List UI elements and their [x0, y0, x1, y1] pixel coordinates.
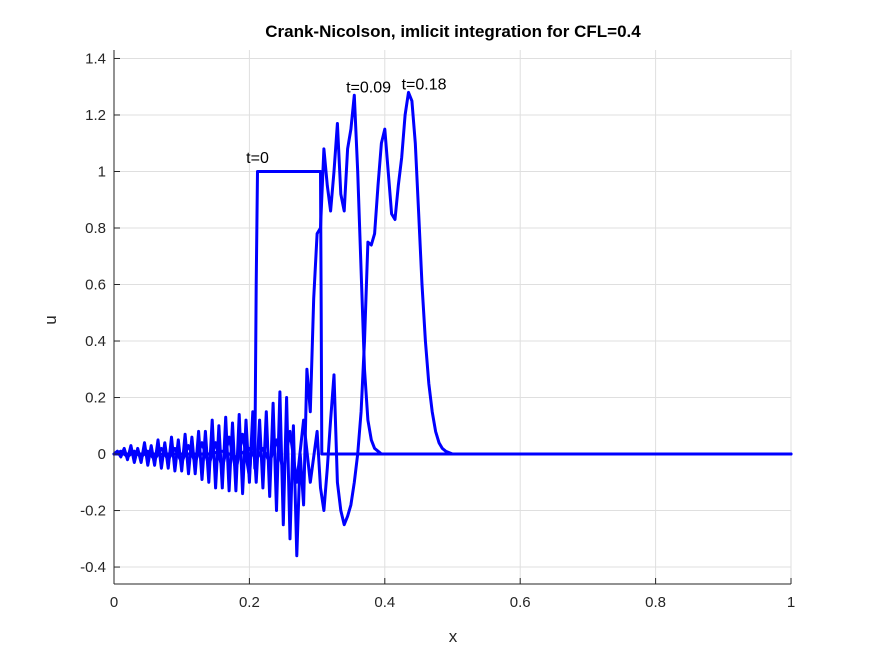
y-tick-label: 1.2: [85, 107, 106, 124]
annotation-label: t=0.09: [346, 79, 391, 96]
annotations: t=0 t=0.09 t=0.18: [246, 77, 446, 167]
series-group: [112, 90, 793, 558]
x-tick-label: 0.8: [645, 594, 666, 611]
x-tick-label: 0: [110, 594, 118, 611]
grid: [113, 50, 792, 584]
chart-title: Crank-Nicolson, imlicit integration for …: [265, 22, 641, 41]
y-tick-label: -0.2: [80, 503, 106, 520]
y-tick-label: -0.4: [80, 559, 106, 576]
y-tick-label: 0.6: [85, 277, 106, 294]
x-ticks: 0 0.2 0.4 0.6 0.8 1: [110, 578, 795, 611]
y-tick-label: 1.4: [85, 50, 106, 67]
annotation-label: t=0.18: [402, 77, 447, 94]
x-tick-label: 0.4: [374, 594, 395, 611]
x-tick-label: 1: [787, 594, 795, 611]
annotation-label: t=0: [246, 150, 269, 167]
x-tick-label: 0.2: [239, 594, 260, 611]
axes: [113, 50, 791, 585]
y-tick-label: 0.2: [85, 390, 106, 407]
x-axis-label: x: [449, 627, 458, 646]
y-tick-label: 0.4: [85, 333, 106, 350]
x-tick-label: 0.6: [510, 594, 531, 611]
series-line-2: [112, 90, 793, 527]
y-ticks: -0.4 -0.2 0 0.2 0.4 0.6 0.8 1 1.2 1.4: [80, 50, 120, 576]
y-tick-label: 0: [98, 446, 106, 463]
y-axis-label: u: [41, 315, 60, 324]
y-tick-label: 0.8: [85, 220, 106, 237]
y-tick-label: 1: [98, 163, 106, 180]
